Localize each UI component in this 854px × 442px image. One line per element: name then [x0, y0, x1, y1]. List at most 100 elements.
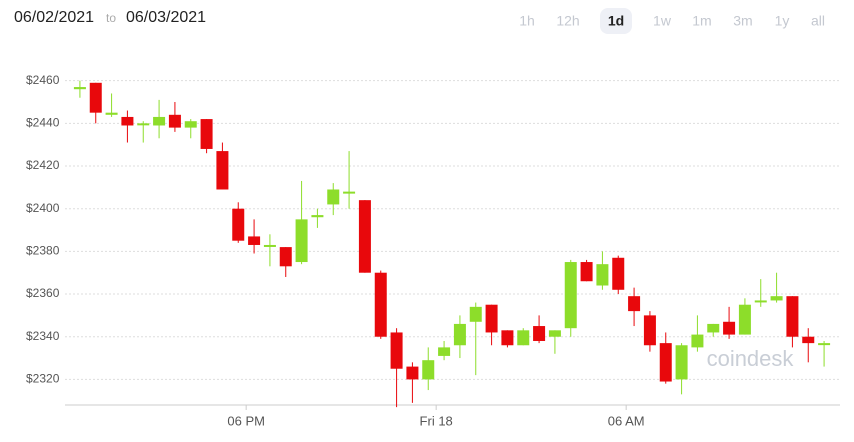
candle: [327, 183, 340, 216]
candle-body: [612, 257, 625, 290]
range-button[interactable]: 1h: [519, 13, 535, 29]
candle-body: [485, 304, 498, 333]
watermark: coindesk: [707, 346, 795, 371]
candle-body: [406, 366, 419, 380]
candle: [73, 80, 86, 98]
candle-body: [770, 296, 783, 301]
candle: [691, 315, 704, 352]
date-sep: to: [106, 11, 116, 25]
candle-body: [89, 82, 102, 113]
candle: [596, 251, 609, 290]
candle: [818, 340, 831, 367]
candle-body: [802, 336, 815, 344]
candle: [153, 99, 166, 139]
candle-body: [374, 272, 387, 337]
candle-body: [596, 264, 609, 286]
y-tick-label: $2400: [26, 201, 60, 215]
candle-body: [786, 296, 799, 337]
y-tick-label: $2340: [26, 329, 60, 343]
candle-body: [548, 330, 561, 337]
candle-body: [691, 334, 704, 348]
candle-body: [533, 326, 546, 341]
candle-body: [121, 116, 134, 126]
candle: [802, 328, 815, 363]
candle-body: [153, 116, 166, 126]
candle-body: [248, 236, 261, 245]
candle-body: [628, 296, 641, 312]
candle-body: [501, 330, 514, 346]
range-button[interactable]: 1y: [775, 13, 790, 29]
range-button[interactable]: 1m: [692, 13, 711, 29]
candle-body: [232, 208, 245, 241]
candle: [548, 330, 561, 354]
y-tick-label: $2380: [26, 244, 60, 258]
candle: [200, 119, 213, 154]
candle: [675, 343, 688, 395]
candle: [422, 347, 435, 391]
candle: [121, 110, 134, 143]
candle-body: [469, 306, 482, 322]
candle: [517, 328, 530, 346]
candle-body: [675, 345, 688, 380]
candle: [501, 330, 514, 348]
candle-body: [137, 123, 150, 126]
candle: [374, 270, 387, 339]
candle-body: [295, 219, 308, 263]
candle: [438, 340, 451, 361]
y-tick-label: $2420: [26, 158, 60, 172]
date-to[interactable]: 06/03/2021: [126, 9, 206, 26]
candle: [453, 315, 466, 359]
candle: [263, 234, 276, 267]
candle: [343, 151, 356, 209]
candle: [232, 202, 245, 243]
candle-body: [327, 189, 340, 205]
candle: [786, 296, 799, 348]
candle: [580, 259, 593, 282]
candle: [390, 328, 403, 408]
x-tick-label: 06 PM: [227, 413, 265, 428]
candle: [311, 208, 324, 228]
x-tick-label: 06 AM: [608, 413, 645, 428]
candle-body: [818, 343, 831, 346]
candle: [754, 279, 767, 307]
candle-body: [311, 215, 324, 218]
candle-body: [438, 347, 451, 356]
candle: [469, 302, 482, 376]
candle-body: [564, 262, 577, 329]
candle: [406, 362, 419, 403]
date-from[interactable]: 06/02/2021: [14, 9, 94, 26]
range-button[interactable]: all: [811, 13, 825, 29]
candle: [770, 272, 783, 303]
candle-body: [643, 315, 656, 346]
candle-body: [707, 323, 720, 333]
candle-body: [73, 87, 86, 90]
range-button[interactable]: 3m: [733, 13, 752, 29]
candle: [248, 219, 261, 254]
candle-body: [390, 332, 403, 369]
candle: [358, 200, 371, 273]
candle-body: [453, 323, 466, 346]
candle: [643, 311, 656, 352]
candle: [659, 332, 672, 384]
candle: [533, 315, 546, 344]
y-tick-label: $2320: [26, 372, 60, 386]
candle-body: [659, 343, 672, 382]
range-button[interactable]: 1w: [653, 13, 672, 29]
candle: [707, 323, 720, 337]
range-button[interactable]: 12h: [556, 13, 579, 29]
candle: [105, 93, 118, 117]
candle: [485, 304, 498, 346]
candle-body: [517, 330, 530, 346]
candle-body: [754, 300, 767, 303]
candle-body: [738, 304, 751, 335]
candle: [723, 306, 736, 339]
candle-body: [263, 244, 276, 247]
candle-body: [168, 114, 181, 128]
range-button[interactable]: 1d: [608, 13, 624, 29]
candle: [628, 287, 641, 327]
candle: [279, 247, 292, 277]
candle: [184, 119, 197, 139]
candle: [89, 82, 102, 124]
candle-body: [216, 151, 229, 190]
